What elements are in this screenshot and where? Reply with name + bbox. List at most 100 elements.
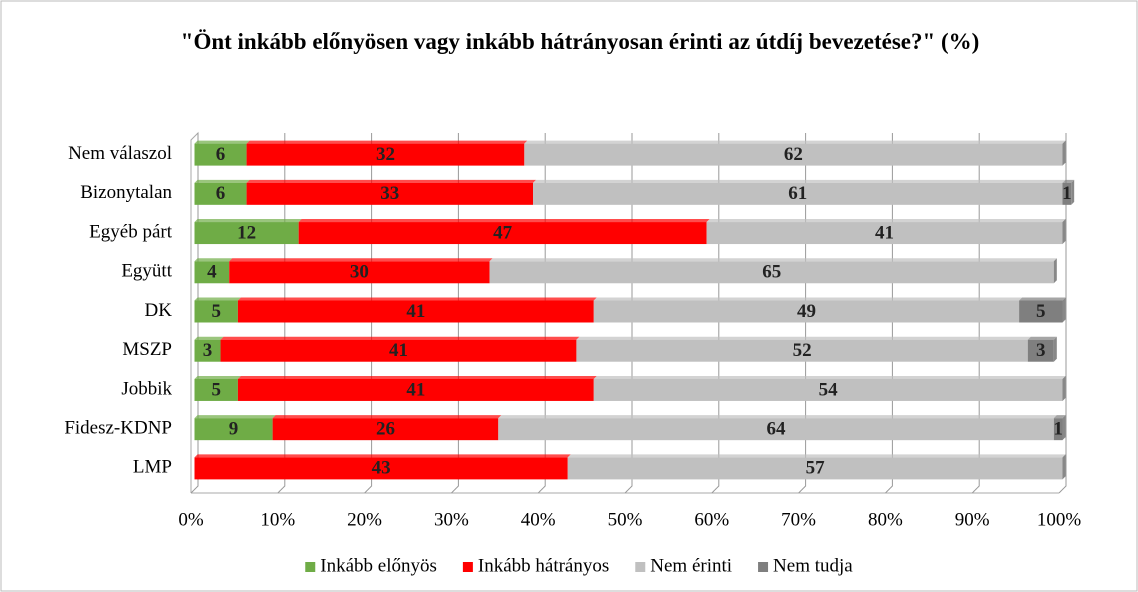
chart-title: "Önt inkább előnyösen vagy inkább hátrán…: [180, 29, 980, 54]
bar-segment: [194, 378, 238, 401]
bar-end: [1053, 258, 1057, 284]
value-label: 41: [406, 379, 425, 400]
bar-top: [194, 297, 241, 301]
legend-label: Inkább előnyös: [320, 555, 437, 576]
value-label: 57: [806, 458, 826, 479]
value-label: 54: [819, 379, 839, 400]
bar-top: [1019, 297, 1066, 301]
y-tick-label: Együtt: [121, 261, 172, 282]
value-label: 3: [203, 340, 213, 361]
bar-segment: [298, 222, 707, 245]
grid-line: [711, 133, 720, 494]
grid-line: [885, 133, 893, 494]
bar-segment: [567, 457, 1063, 480]
x-tick-label: 10%: [260, 509, 295, 530]
bar-top: [593, 375, 1066, 379]
x-tick-label: 80%: [868, 509, 903, 530]
value-label: 47: [493, 222, 513, 243]
grid-line: [190, 133, 199, 494]
value-label: 5: [1036, 301, 1046, 322]
value-label: 61: [788, 183, 807, 204]
bar-top: [194, 140, 250, 144]
value-label: 4: [207, 262, 217, 283]
bar-segment: [272, 418, 499, 441]
value-label: 41: [389, 340, 408, 361]
bar-segment: [194, 143, 247, 166]
bar-segment: [220, 339, 577, 362]
bar-segment: [1053, 418, 1063, 441]
bar-end: [1062, 454, 1066, 480]
bar-segment: [237, 378, 594, 401]
bar-segment: [593, 300, 1020, 323]
bar-segment: [237, 300, 594, 323]
bar-segment: [229, 261, 490, 284]
y-tick-label: Egyéb párt: [89, 221, 173, 242]
bar-end: [1053, 336, 1057, 362]
bar-top: [1053, 415, 1066, 419]
bar-segment: [524, 143, 1063, 166]
bar-top: [498, 415, 1057, 419]
bar-segment: [246, 143, 525, 166]
value-label: 6: [216, 183, 226, 204]
bar-top: [194, 258, 233, 262]
grid-line: [1058, 133, 1067, 494]
bar-top: [194, 415, 276, 419]
value-label: 1: [1062, 183, 1072, 204]
bar-top: [533, 179, 1066, 183]
legend-swatch: [635, 562, 646, 572]
value-label: 12: [237, 222, 256, 243]
value-label: 5: [211, 379, 221, 400]
x-tick-label: 0%: [178, 509, 204, 530]
bar-top: [229, 258, 493, 262]
bar-top: [593, 297, 1023, 301]
bar-end: [1062, 415, 1066, 441]
value-label: 1: [1053, 419, 1063, 440]
legend-swatch: [305, 562, 316, 572]
value-label: 3: [1036, 340, 1046, 361]
bar-segment: [593, 378, 1063, 401]
bar-top: [237, 375, 597, 379]
x-tick-label: 70%: [781, 509, 816, 530]
bar-segment: [533, 182, 1063, 205]
y-tick-label: Nem válaszol: [68, 143, 172, 164]
value-label: 41: [875, 222, 894, 243]
bar-end: [1071, 179, 1075, 205]
y-tick-label: DK: [145, 300, 173, 321]
grid-line: [798, 133, 807, 494]
x-tick-label: 30%: [434, 509, 469, 530]
bar-top: [272, 415, 502, 419]
y-tick-label: MSZP: [122, 339, 172, 360]
bar-end: [1062, 140, 1066, 166]
bar-top: [194, 219, 302, 223]
grid-line: [971, 133, 980, 494]
bar-segment: [489, 261, 1054, 284]
bar-segment: [706, 222, 1063, 245]
bar-top: [246, 140, 528, 144]
bar-top: [246, 179, 537, 183]
value-label: 6: [216, 144, 226, 165]
grid-line: [624, 133, 633, 494]
bar-top: [489, 258, 1057, 262]
bar-segment: [194, 457, 568, 480]
x-tick-label: 40%: [521, 509, 556, 530]
bar-end: [1062, 219, 1066, 245]
value-label: 32: [376, 144, 395, 165]
bar-top: [1027, 336, 1057, 340]
value-label: 52: [793, 340, 812, 361]
x-tick-label: 50%: [608, 509, 643, 530]
grid-line: [277, 133, 286, 494]
x-tick-label: 100%: [1037, 509, 1082, 530]
y-tick-label: LMP: [133, 457, 172, 478]
legend-label: Nem tudja: [773, 555, 853, 576]
bar-top: [298, 219, 710, 223]
value-label: 26: [376, 419, 395, 440]
value-label: 5: [211, 301, 221, 322]
bar-segment: [194, 261, 230, 284]
bar-segment: [1062, 182, 1072, 205]
legend-swatch: [462, 562, 473, 572]
x-tick-label: 20%: [347, 509, 382, 530]
y-tick-label: Jobbik: [121, 378, 172, 399]
